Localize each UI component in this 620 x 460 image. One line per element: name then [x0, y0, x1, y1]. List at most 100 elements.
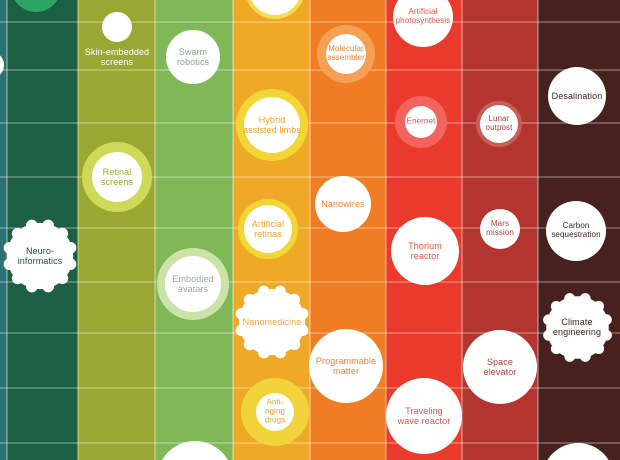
bubble-core: [249, 0, 301, 15]
grid-line-h: [0, 227, 620, 229]
grid-line-v: [385, 0, 387, 460]
grid-line-h: [0, 21, 620, 23]
bubble-label: Retinal screens: [101, 167, 133, 187]
bubble-label-line: informatics: [17, 256, 63, 266]
bubble-core: [102, 12, 132, 42]
bubble-label-line: Artificial: [251, 218, 285, 229]
bubble-core: [0, 51, 4, 79]
bubble-label: Traveling wave reactor: [398, 406, 451, 426]
bubble-label: Artificial photosynthesis: [395, 7, 451, 26]
grid-line-v: [537, 0, 539, 460]
bubble-label-line: screens: [100, 177, 134, 187]
grid-line-v: [6, 0, 8, 460]
bubble-label-line: Swarm: [178, 46, 208, 57]
bubble-label-line: reactor: [410, 251, 440, 261]
grid-line-h: [0, 332, 620, 334]
bubble-label-line: Skin-embedded: [84, 46, 150, 57]
bubble-core: [326, 34, 366, 74]
bubble-label-line: Hybrid: [258, 114, 286, 125]
bubble-core: [256, 393, 294, 431]
bubble-label: Enernet: [406, 116, 436, 127]
bubble-label: Lunar outpost: [485, 114, 513, 133]
bubble-core: [480, 105, 518, 143]
bubble-core: [391, 217, 459, 285]
bubble-label-line: drugs: [264, 415, 286, 425]
bubble-label-line: Nanomedicine: [242, 316, 302, 327]
grid-line-h: [0, 122, 620, 124]
bubble-label-line: Programmable: [315, 355, 377, 366]
bubble-core: [309, 329, 383, 403]
column-edge-teal: [0, 0, 7, 460]
bubble-label-line: Thorium: [408, 240, 442, 251]
scallop-circle: [542, 292, 612, 362]
bubble-label-line: assisted limbs: [243, 125, 301, 135]
bubble-label-line: avatars: [177, 284, 209, 294]
bubble-label-line: matter: [332, 366, 360, 376]
grid-line-h: [0, 387, 620, 389]
bubble-label: Nanowires: [321, 199, 364, 209]
grid-line-v: [77, 0, 79, 460]
bubble-label: Anti-aging drugs: [264, 397, 286, 426]
bubble-label-line: Climate: [561, 316, 593, 327]
bubble-core: [386, 378, 462, 454]
bubble-label-line: outpost: [485, 123, 513, 132]
bubble-label-line: photosynthesis: [395, 16, 451, 25]
bubble-label-line: Nanowires: [321, 198, 365, 209]
bubble-label: Desalination: [552, 91, 603, 101]
bubble-core: [405, 106, 437, 138]
bubble-label-line: screens: [100, 57, 134, 67]
bubble-label-line: aging: [264, 406, 286, 416]
grid-line-h: [0, 176, 620, 178]
grid-line-v: [154, 0, 156, 460]
bubble-label-line: robotics: [176, 57, 210, 67]
bubble-core: [546, 201, 606, 261]
bubble-label-line: Carbon: [562, 221, 590, 231]
bubble-label-line: Traveling: [405, 405, 443, 416]
bubble-label-line: engineering: [552, 327, 602, 337]
bubble-label-line: Lunar: [488, 114, 510, 124]
bubble-label-line: Desalination: [551, 90, 603, 101]
bubble-core: [92, 152, 142, 202]
bubble-core: [542, 443, 614, 460]
bubble-core: [480, 209, 520, 249]
bubble-label: Skin-embedded screens: [85, 47, 149, 67]
bubble-core: [315, 176, 371, 232]
bubble-label-line: sequestration: [551, 230, 601, 239]
bubble-core: [393, 0, 453, 47]
scallop-circle: [235, 285, 309, 359]
bubble-label: Nanomedicine: [243, 317, 302, 327]
grid-line-h: [0, 69, 620, 71]
bubble-label-line: retinas: [254, 229, 282, 239]
bubble-label: Thorium reactor: [408, 241, 442, 261]
bubble-label: Mars mission: [486, 219, 514, 238]
bubble-label-line: assembler: [327, 53, 365, 62]
bubble-core: [244, 97, 300, 153]
bubble-core: [548, 67, 606, 125]
bubble-label-line: Space: [486, 356, 514, 367]
grid-line-v: [232, 0, 234, 460]
bubble-label-line: Enernet: [406, 116, 436, 126]
bubble-label-line: Neuro-: [25, 245, 55, 256]
bubble-label: Molecular assembler: [327, 44, 365, 63]
bubble-core: [166, 30, 220, 84]
bubble-label-line: elevator: [483, 367, 517, 377]
bubble-label: Neuro-informatics: [18, 246, 63, 266]
bubble-label: Programmable matter: [316, 356, 376, 376]
bubble-core: [157, 441, 233, 460]
grid-line-h: [0, 442, 620, 444]
bubble-label-line: Retinal: [102, 166, 132, 177]
bubble-label-line: Artificial: [408, 7, 438, 17]
bubble-label-line: Molecular: [328, 44, 364, 54]
bubble-core: [244, 205, 292, 253]
bubble-label-line: Embodied: [172, 273, 214, 284]
bubble-label-line: mission: [486, 228, 514, 237]
bubble-label-line: Anti-: [266, 397, 284, 407]
grid-line-v: [461, 0, 463, 460]
column-col-2: [78, 0, 155, 460]
bubble-core: [165, 256, 221, 312]
bubble-label: Carbon sequestration: [551, 221, 601, 240]
bubble-label: Embodied avatars: [172, 274, 213, 294]
scallop-circle: [3, 219, 77, 293]
bubble-label: Hybrid assisted limbs: [243, 115, 301, 135]
